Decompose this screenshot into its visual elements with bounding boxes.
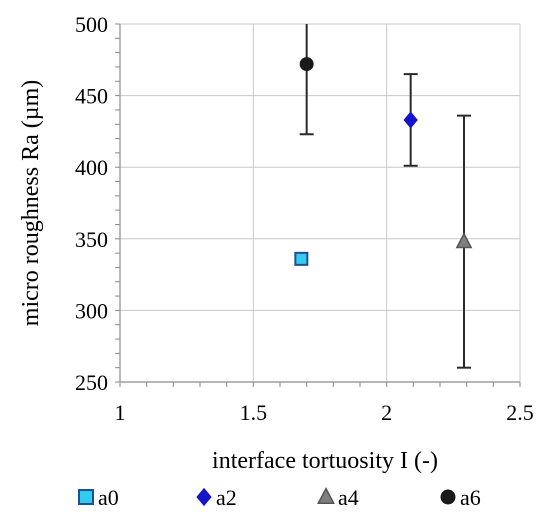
legend-marker-a2 <box>196 487 212 507</box>
x-tick-label: 2 <box>381 400 392 425</box>
legend-marker-a4 <box>317 486 335 505</box>
x-tick-label: 2.5 <box>506 400 534 425</box>
legend-label-a2: a2 <box>216 485 237 510</box>
y-tick-label: 350 <box>75 227 108 252</box>
point-a0 <box>294 251 309 266</box>
legend-label-a4: a4 <box>338 485 359 510</box>
legend: a0 a2 a4 a6 <box>78 485 481 510</box>
legend-label-a6: a6 <box>460 485 481 510</box>
y-tick-label: 300 <box>75 298 108 323</box>
y-tick-label: 500 <box>75 12 108 37</box>
y-axis-title: micro roughness Ra (µm) <box>18 80 44 326</box>
y-tick-label: 250 <box>75 370 108 395</box>
legend-marker-a6 <box>440 489 456 505</box>
point-a4 <box>455 232 473 249</box>
legend-marker-a0 <box>78 489 94 505</box>
x-tick-label: 1.5 <box>240 400 268 425</box>
y-tick-label: 400 <box>75 155 108 180</box>
y-tick-label: 450 <box>75 84 108 109</box>
x-tick-label: 1 <box>115 400 126 425</box>
x-axis-title: interface tortuosity I (-) <box>212 448 438 474</box>
legend-label-a0: a0 <box>98 485 119 510</box>
point-a6 <box>299 57 314 72</box>
point-a2 <box>403 111 418 129</box>
